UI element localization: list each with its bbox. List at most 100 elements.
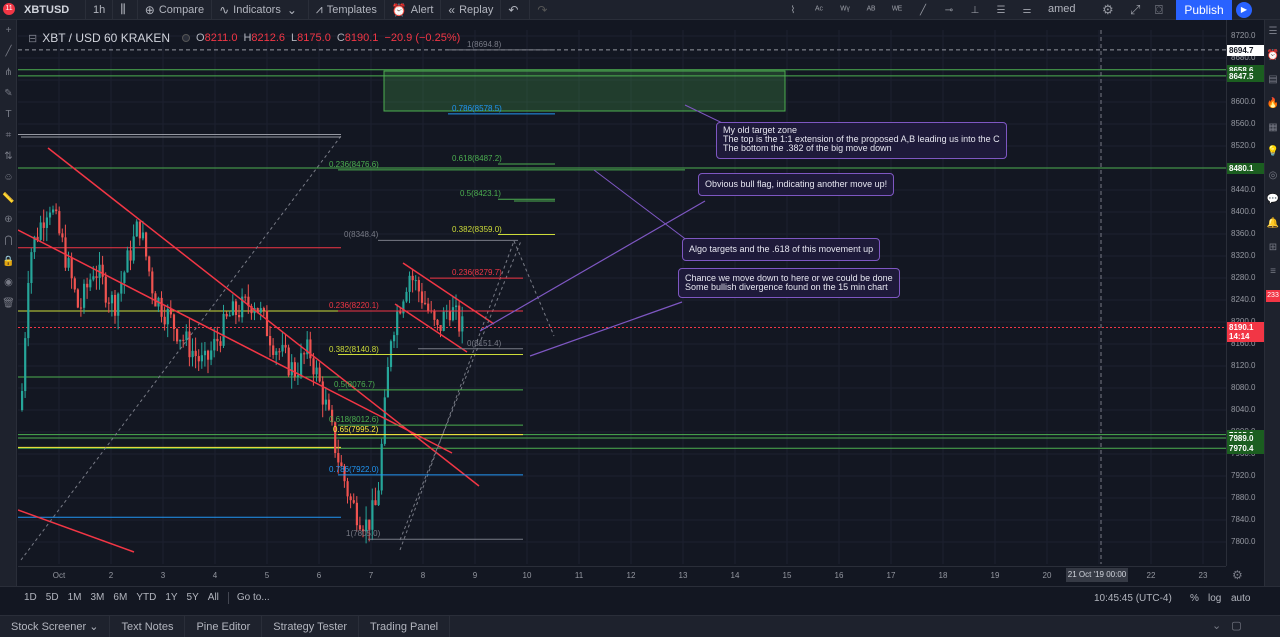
time-axis[interactable]: 232221201918171615141312111098765432Oct … [18,566,1226,584]
range-button-1y[interactable]: 1Y [165,592,178,603]
tab-trading-panel[interactable]: Trading Panel [359,615,451,637]
camera-icon[interactable]: ⌼ [1155,2,1163,17]
symbol-search-button[interactable]: XBTUSD [0,0,86,20]
elliott-wxy-icon[interactable]: ᵂᵞ [840,4,850,16]
order-panel-icon[interactable]: ⊞ [1268,242,1278,253]
candle-body [284,344,287,348]
legend-close-label: C [336,32,345,44]
range-button-1d[interactable]: 1D [24,592,37,603]
candle-body [33,236,36,253]
candle-body [318,367,321,382]
goto-button[interactable]: Go to... [236,592,270,603]
compare-button[interactable]: ⊕ Compare [138,0,213,20]
trend-line-icon[interactable]: ╱ [919,4,927,16]
brush-icon[interactable]: ✎ [4,88,13,99]
range-button-5d[interactable]: 5D [45,592,59,603]
notification-badge[interactable]: 11 [3,3,15,15]
fib-level-label: 0.65(7995.2) [333,424,379,434]
candle-body [197,356,200,362]
auto-scale-button[interactable]: auto [1231,593,1251,604]
undo-button[interactable]: ↶ [501,0,531,20]
vertical-line-icon[interactable]: ⊥ [970,4,980,16]
chart-type-button[interactable]: ⫼ [113,0,138,20]
indicators-button[interactable]: ∿ Indicators ⌄ [212,0,309,20]
fullscreen-icon[interactable]: ⤢ [1130,2,1141,17]
candle-body [393,335,396,342]
trend-line-tool-icon[interactable]: ╱ [5,46,12,57]
pitchfork-icon[interactable]: ⋔ [4,67,13,78]
notifications-icon[interactable]: 🔔 [1266,218,1280,229]
divergence-callout[interactable]: Chance we move down to here or we could … [678,268,900,298]
tab-text-notes[interactable]: Text Notes [110,615,186,637]
text-tool-icon[interactable]: T [5,109,12,120]
candle-body [334,422,337,454]
legend-symbol[interactable]: XBT / USD 60 KRAKEN [42,31,171,45]
long-position-icon[interactable]: ⚌ [1022,4,1032,16]
pattern-tool-icon[interactable]: ⌗ [5,130,12,141]
percent-scale-button[interactable]: % [1190,593,1199,604]
templates-button[interactable]: ⩘ Templates [309,0,385,20]
elliott-wxyxz-icon[interactable]: ᵂᴱ [891,4,903,16]
crosshair-icon[interactable]: + [5,25,12,36]
time-tick: 22 [1146,571,1156,580]
calendar-icon[interactable]: ▦ [1268,122,1278,133]
candle-body [250,306,253,314]
streams-icon[interactable]: ◎ [1268,170,1278,181]
prediction-tool-icon[interactable]: ⇅ [4,151,13,162]
collapse-panel-icon[interactable]: ⌄ [1212,620,1232,632]
tab-pine-editor[interactable]: Pine Editor [185,615,263,637]
tab-strategy-tester[interactable]: Strategy Tester [262,615,360,637]
price-axis[interactable]: 8720.08680.08640.08600.08560.08520.08480… [1226,20,1265,566]
elliott-abc-icon[interactable]: ᴬᴮ [866,4,876,16]
clock[interactable]: 10:45:45 (UTC-4) [1094,593,1172,604]
maximize-panel-icon[interactable]: ▢ [1231,620,1252,632]
candle-body [79,307,83,309]
fib-level-label: 1(8694.8) [467,39,502,49]
log-scale-button[interactable]: log [1208,593,1222,604]
layout-name[interactable]: amed [1048,3,1076,15]
range-button-1m[interactable]: 1M [67,592,82,603]
publish-button[interactable]: Publish [1176,0,1232,20]
range-button-all[interactable]: All [207,592,219,603]
icon-tool-icon[interactable]: ☺ [3,172,14,183]
fib-retracement-icon[interactable]: ☰ [996,4,1006,16]
candle-body [21,391,24,410]
callout-line: My old target zone [723,125,798,135]
tab-stock-screener[interactable]: Stock Screener ⌄ [0,615,111,637]
dom-icon[interactable]: ≡ [1270,266,1276,277]
alerts-icon[interactable]: ⏰ [1266,50,1280,61]
interval-button[interactable]: 1h [86,0,114,20]
range-button-ytd[interactable]: YTD [136,592,157,603]
candle-body [110,294,114,304]
trash-icon[interactable]: 🗑 [2,298,15,309]
ruler-icon[interactable]: 📏 [2,193,15,204]
range-button-3m[interactable]: 3M [90,592,105,603]
gear-icon[interactable]: ⚙ [1102,2,1114,17]
magnet-icon[interactable]: ⋂ [4,235,13,246]
chat-icon[interactable]: 💬 [1266,194,1280,205]
hotlist-icon[interactable]: 🔥 [1266,98,1280,109]
redo-button[interactable]: ↷ [530,0,558,20]
algo-targets-callout[interactable]: Algo targets and the .618 of this moveme… [682,238,881,261]
ideas-icon[interactable]: 💡 [1266,146,1280,157]
price-label: 8480.1 [1227,162,1265,174]
elliott-abcde-icon[interactable]: ᴬᶜ [814,4,824,16]
alert-button[interactable]: ⏰ Alert [385,0,442,20]
replay-button[interactable]: «Replay [441,0,502,20]
watchlist-icon[interactable]: ☰ [1268,26,1278,37]
lock-icon[interactable]: 🔒 [2,256,15,267]
play-icon[interactable]: ▶ [1236,2,1252,18]
bull-flag-callout[interactable]: Obvious bull flag, indicating another mo… [698,173,895,196]
elliott-impulse-icon[interactable]: ⌇ [790,4,796,16]
candle-body [219,341,222,346]
eye-icon[interactable]: ◉ [4,277,13,288]
horizontal-ray-icon[interactable]: ⊸ [944,4,954,16]
range-button-5y[interactable]: 5Y [186,592,199,603]
data-window-icon[interactable]: ▤ [1268,74,1278,85]
price-chart[interactable] [18,30,1226,564]
axis-settings-icon[interactable]: ⚙ [1232,568,1243,582]
range-button-6m[interactable]: 6M [113,592,128,603]
target-zone-callout[interactable]: My old target zone The top is the 1:1 ex… [716,122,1007,159]
collapse-icon[interactable]: ⊟ [28,32,38,45]
zoom-icon[interactable]: ⊕ [4,214,13,225]
